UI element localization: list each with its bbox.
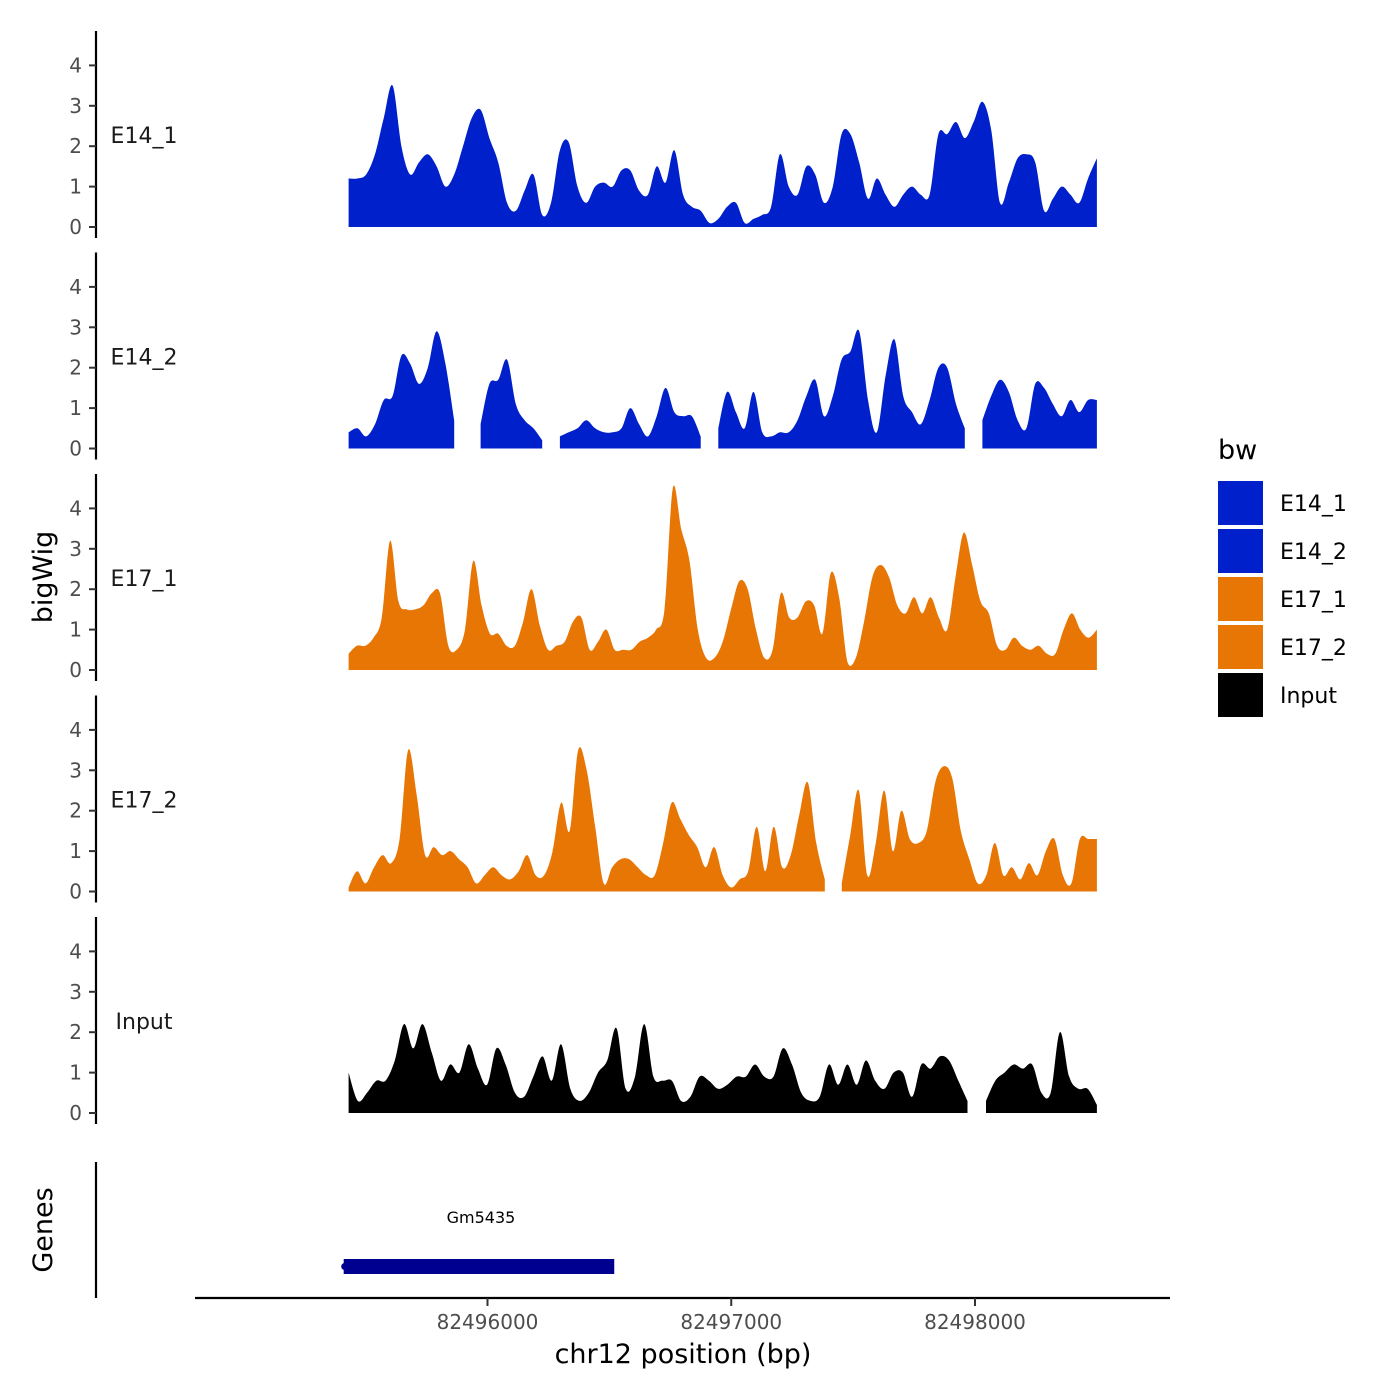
y-tick-label: 1 [69,618,82,642]
y-tick-label: 1 [69,839,82,863]
area-E14_2 [982,379,1097,449]
track-label: E17_2 [111,789,178,814]
legend-swatch [1218,577,1263,621]
track-label: E14_1 [111,124,178,149]
x-axis: 82496000 82497000 82498000 chr12 position … [195,1296,1170,1370]
y-tick-label: 2 [69,799,82,823]
y-tick-label: 0 [69,437,82,461]
y-tick-label: 3 [69,758,82,782]
track-label: E17_1 [111,567,178,592]
area-Input [986,1032,1097,1113]
area-E14_2 [480,359,543,449]
gene-start-marker [341,1263,349,1270]
x-tick-label: 82497000 [680,1310,782,1334]
y-tick-label: 2 [69,356,82,380]
y-tick-label: 4 [69,939,82,963]
legend-swatch [1218,673,1263,717]
x-axis-ticks: 82496000 82497000 82498000 [437,1298,1026,1334]
area-E17_2 [841,766,1097,892]
area-E14_1 [348,85,1097,228]
area-E17_1 [348,485,1097,670]
y-tick-label: 2 [69,577,82,601]
y-tick-label: 1 [69,175,82,199]
y-axis-title: bigWig [28,531,59,624]
x-tick-label: 82498000 [924,1310,1026,1334]
area-Input [348,1023,968,1113]
y-tick-label: 4 [69,496,82,520]
y-tick-label: 2 [69,134,82,158]
area-E14_2 [559,387,701,449]
y-tick-label: 1 [69,1061,82,1085]
y-tick-label: 4 [69,718,82,742]
legend-label: Input [1280,684,1337,709]
y-tick-label: 4 [69,53,82,77]
gene-bar [343,1259,615,1274]
x-tick-label: 82496000 [437,1310,539,1334]
legend-title: bw [1218,435,1257,466]
gene-track-title: Genes [28,1187,59,1272]
legend-swatch [1218,481,1263,525]
legend-label: E17_2 [1280,636,1347,661]
track-label: Input [116,1010,173,1035]
y-tick-label: 3 [69,537,82,561]
legend-swatch [1218,529,1263,573]
gene-label: Gm5435 [447,1208,516,1227]
y-tick-label: 3 [69,94,82,118]
legend-label: E14_2 [1280,540,1347,565]
y-tick-label: 3 [69,315,82,339]
y-tick-label: 4 [69,275,82,299]
gene-features: Gm5435 [341,1208,615,1274]
y-tick-label: 1 [69,396,82,420]
area-E14_2 [348,331,455,449]
track-label: E14_2 [111,346,178,371]
y-tick-label: 0 [69,880,82,904]
track-E17_1: 0 1 2 3 4 E17_1 [69,474,1097,682]
y-tick-label: 2 [69,1020,82,1044]
y-tick-label: 3 [69,980,82,1004]
area-E14_2 [718,329,965,449]
gene-track: Genes Gm5435 [28,1162,615,1298]
x-axis-title: chr12 position (bp) [555,1339,812,1370]
y-tick-label: 0 [69,658,82,682]
track-E14_1: 0 1 2 3 4 E14_1 [69,31,1097,239]
track-Input: 0 1 2 3 4 Input [69,917,1097,1125]
track-E17_2: 0 1 2 3 4 E17_2 [69,695,1097,904]
legend: bw E14_1 E14_2 E17_1 E17_2 Input [1218,435,1347,717]
y-tick-label: 0 [69,215,82,239]
legend-swatch [1218,625,1263,669]
y-tick-label: 0 [69,1101,82,1125]
area-E17_2 [348,747,825,892]
legend-items: E14_1 E14_2 E17_1 E17_2 Input [1218,481,1347,717]
track-E14_2: 0 1 2 3 4 E14_2 [69,252,1097,461]
legend-label: E14_1 [1280,492,1347,517]
track-panels: 0 1 2 3 4 E14_1 0 1 2 3 4 E14_2 0 1 2 3 4 E17_1 0 1 2 3 4 E17_2… [69,31,1097,1125]
legend-label: E17_1 [1280,588,1347,613]
